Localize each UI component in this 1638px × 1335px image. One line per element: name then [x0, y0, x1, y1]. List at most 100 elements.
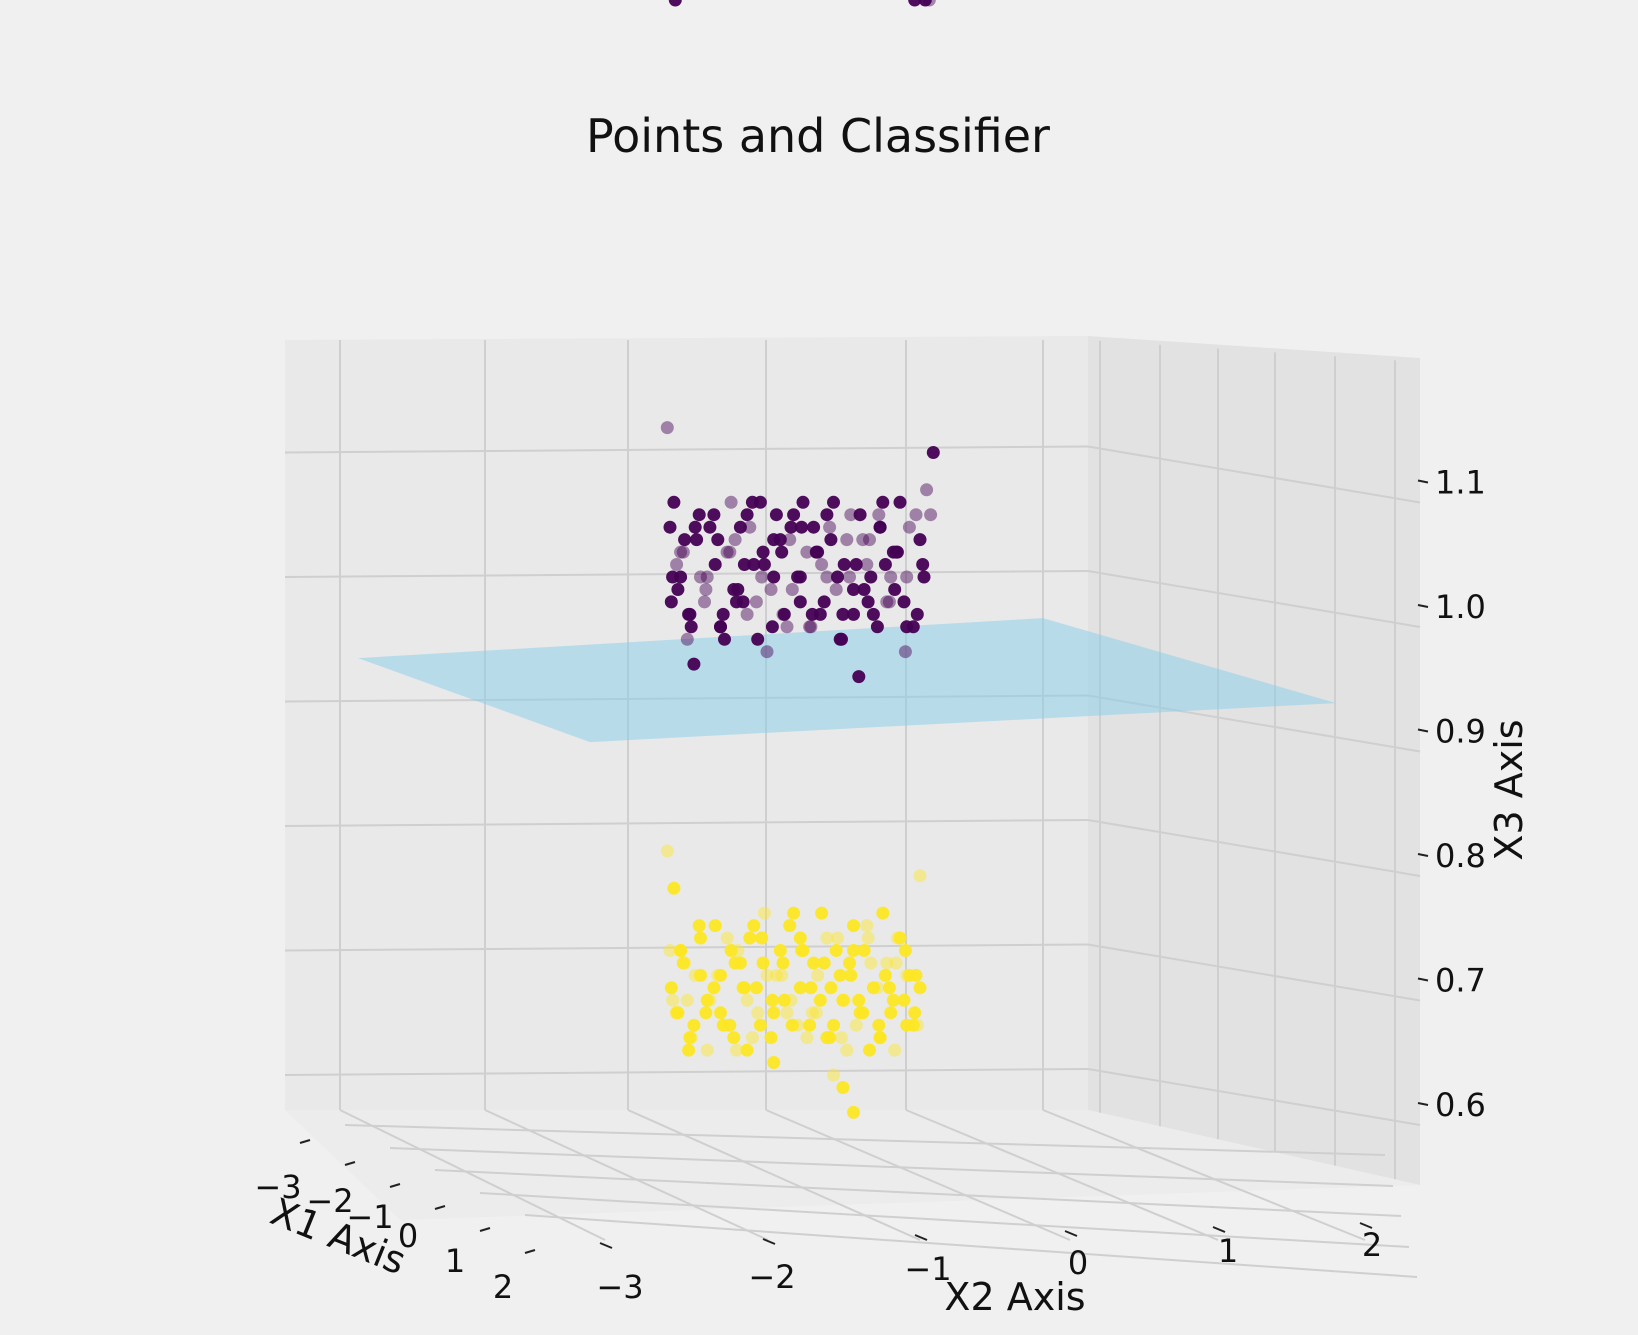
- point-class-1: [733, 520, 747, 534]
- x3-tick-mark: [1417, 728, 1429, 733]
- point-class-1: [793, 570, 807, 584]
- point-class-1: [756, 545, 770, 559]
- point-class-0: [908, 1006, 922, 1020]
- data-points: [660, 0, 940, 1119]
- point-class-0: [743, 931, 757, 945]
- point-class-0: [876, 906, 890, 920]
- point-class-0: [824, 981, 838, 995]
- point-class-1: [853, 508, 867, 522]
- point-class-0: [820, 1031, 834, 1045]
- point-class-0: [878, 968, 892, 982]
- floor-line-x1: [344, 1124, 1386, 1156]
- x2-tick-mark: [599, 1242, 613, 1249]
- point-class-1: [684, 620, 698, 634]
- floor-line-x1: [434, 1169, 1402, 1217]
- floor-line-x2: [765, 1109, 1071, 1241]
- point-class-1: [740, 607, 754, 621]
- point-class-0: [844, 968, 858, 982]
- point-class-0: [703, 993, 717, 1007]
- point-class-0: [872, 1018, 886, 1032]
- point-class-1: [714, 620, 727, 634]
- x3-tick-mark: [1417, 977, 1429, 982]
- point-class-1: [698, 595, 711, 609]
- point-class-0: [765, 993, 779, 1007]
- point-class-0: [728, 956, 742, 970]
- point-class-0: [897, 993, 911, 1007]
- point-class-0: [800, 1031, 814, 1045]
- x2-axis-label: X2 Axis: [944, 1275, 1085, 1319]
- point-class-1: [708, 558, 722, 571]
- point-class-0: [833, 968, 847, 982]
- point-class-0: [676, 956, 690, 970]
- point-class-0: [873, 1031, 887, 1045]
- point-class-1: [910, 607, 924, 621]
- point-class-1: [882, 595, 896, 609]
- floor-line-x1: [389, 1147, 1394, 1187]
- point-class-1: [678, 533, 692, 547]
- point-class-0: [849, 1018, 863, 1032]
- point-class-0: [700, 1043, 714, 1057]
- x1-tick-label: −1: [346, 1198, 393, 1236]
- point-class-1: [728, 533, 742, 547]
- point-class-1: [749, 595, 763, 609]
- point-class-1: [700, 570, 714, 584]
- point-class-0: [835, 1031, 848, 1045]
- point-class-0: [749, 981, 763, 995]
- point-class-1: [898, 645, 912, 659]
- x2-tick-label: −2: [748, 1258, 795, 1296]
- x1-tick-mark: [434, 1205, 446, 1210]
- point-class-1: [823, 520, 837, 534]
- point-class-1: [870, 620, 884, 634]
- point-class-0: [760, 968, 774, 982]
- point-class-0: [889, 956, 903, 970]
- point-class-1: [888, 583, 902, 596]
- point-class-0: [783, 919, 797, 933]
- point-class-0: [730, 1043, 743, 1057]
- point-class-0: [660, 844, 674, 858]
- point-class-0: [861, 931, 875, 945]
- floor-line-x2: [1042, 1109, 1366, 1241]
- point-class-0: [804, 981, 818, 995]
- point-class-0: [678, 956, 692, 970]
- grid-line-x3: [284, 819, 1089, 827]
- point-class-1: [670, 558, 684, 571]
- point-class-1: [688, 520, 702, 534]
- point-class-1: [707, 508, 721, 522]
- point-class-0: [863, 1043, 876, 1057]
- point-class-1: [787, 508, 801, 522]
- point-class-1: [690, 533, 704, 547]
- point-class-1: [804, 620, 818, 634]
- point-class-1: [736, 595, 750, 609]
- point-class-1: [800, 545, 814, 559]
- point-class-0: [829, 944, 843, 957]
- x3-tick-label: 0.6: [1435, 1086, 1486, 1124]
- point-class-1: [844, 508, 858, 522]
- point-class-1: [831, 570, 844, 584]
- point-class-0: [893, 931, 907, 945]
- point-class-0: [852, 993, 866, 1007]
- point-class-0: [888, 1043, 902, 1057]
- point-class-1: [743, 520, 757, 534]
- point-class-0: [787, 906, 801, 920]
- point-class-1: [878, 558, 892, 571]
- point-class-0: [815, 906, 829, 920]
- grid-line-x3: [284, 570, 1089, 578]
- point-class-1: [694, 570, 707, 584]
- point-class-0: [751, 1006, 765, 1020]
- x2-tick-label: 0: [1068, 1244, 1088, 1282]
- point-class-0: [699, 1006, 713, 1020]
- point-class-0: [864, 956, 878, 970]
- x1-tick-label: −3: [254, 1168, 301, 1206]
- x2-tick-mark: [1359, 1222, 1373, 1229]
- point-class-0: [898, 944, 912, 957]
- point-class-0: [811, 968, 825, 982]
- point-class-1: [692, 508, 706, 522]
- point-class-1: [817, 595, 831, 609]
- point-class-0: [740, 1043, 754, 1057]
- point-class-0: [805, 1006, 819, 1020]
- floor-line-x2: [484, 1109, 769, 1241]
- point-class-0: [827, 1068, 840, 1082]
- point-class-0: [793, 981, 807, 995]
- point-class-0: [724, 944, 738, 957]
- point-class-1: [843, 570, 856, 584]
